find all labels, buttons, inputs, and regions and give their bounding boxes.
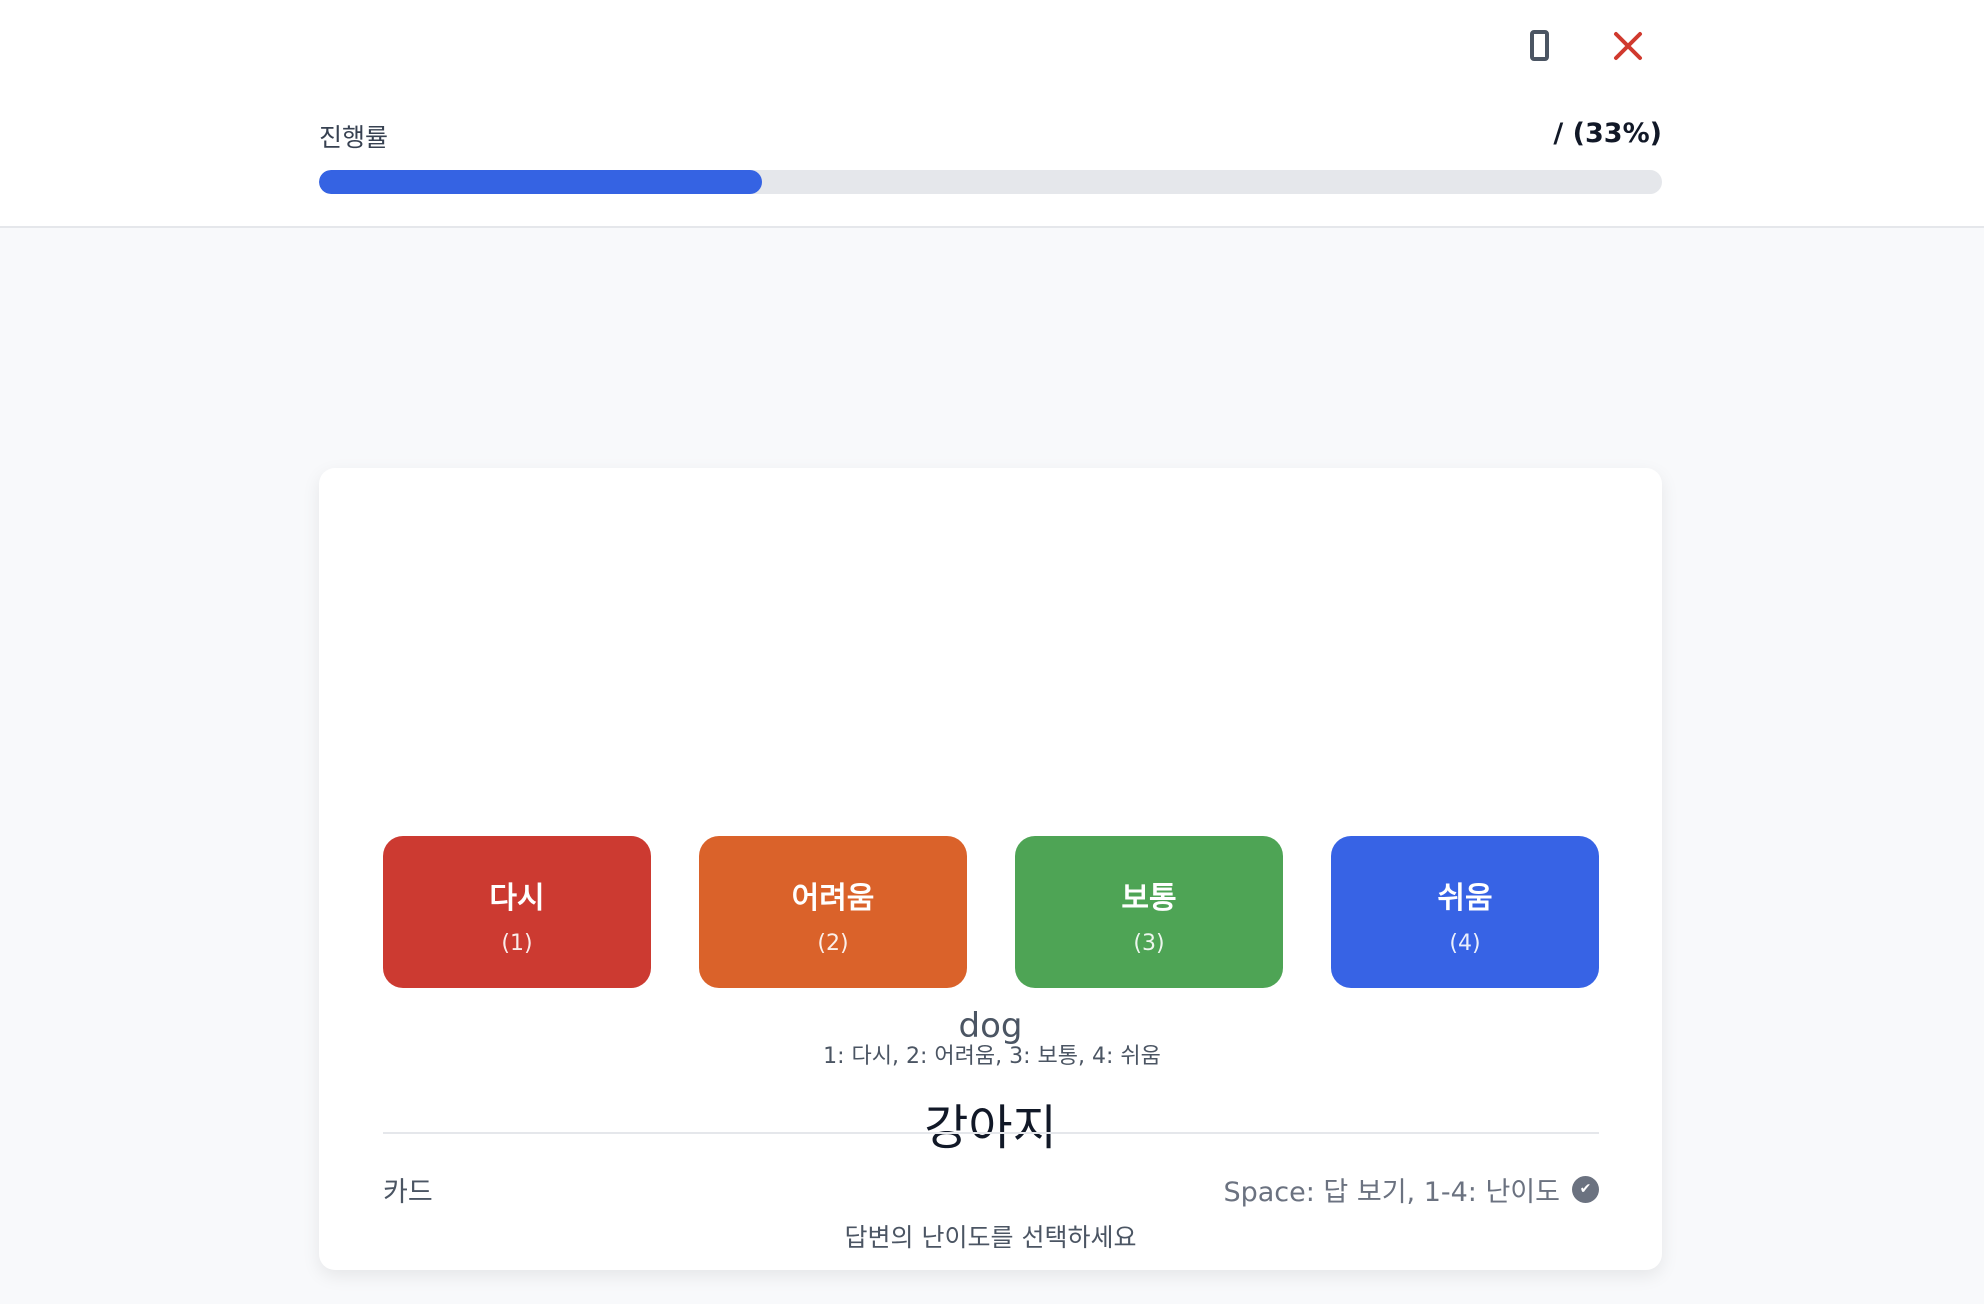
good-button[interactable]: 보통 (3): [1015, 836, 1283, 988]
button-label: 보통: [1121, 881, 1177, 916]
easy-button[interactable]: 쉬움 (4): [1331, 836, 1599, 988]
button-label: 어려움: [791, 881, 875, 916]
difficulty-prompt: 답변의 난이도를 선택하세요: [844, 1223, 1137, 1252]
card-front: dog: [958, 1006, 1023, 1046]
button-label: 쉬움: [1437, 881, 1493, 916]
button-key: (4): [1449, 931, 1481, 956]
button-label: 다시: [489, 881, 545, 916]
close-icon[interactable]: [1610, 28, 1646, 64]
progress-fill: [319, 170, 763, 194]
again-button[interactable]: 다시 (1): [383, 836, 651, 988]
divider: [383, 1132, 1599, 1134]
header: 진행률 / (33%): [0, 0, 1984, 228]
progress-label: 진행률: [319, 123, 389, 152]
progress-value: / (33%): [1553, 118, 1662, 149]
mobile-icon[interactable]: [1530, 30, 1549, 61]
button-key: (2): [817, 931, 849, 956]
shortcut-hint: 1: 다시, 2: 어려움, 3: 보통, 4: 쉬움: [823, 1044, 1161, 1069]
button-key: (1): [501, 931, 533, 956]
footer-label: 카드: [383, 1177, 433, 1208]
hard-button[interactable]: 어려움 (2): [699, 836, 967, 988]
card-back: 강아지: [924, 1100, 1057, 1156]
check-circle-icon: ✔: [1572, 1176, 1599, 1203]
keyboard-hint: Space: 답 보기, 1-4: 난이도: [1223, 1177, 1560, 1208]
progress-bar: [319, 170, 1662, 194]
button-key: (3): [1133, 931, 1165, 956]
